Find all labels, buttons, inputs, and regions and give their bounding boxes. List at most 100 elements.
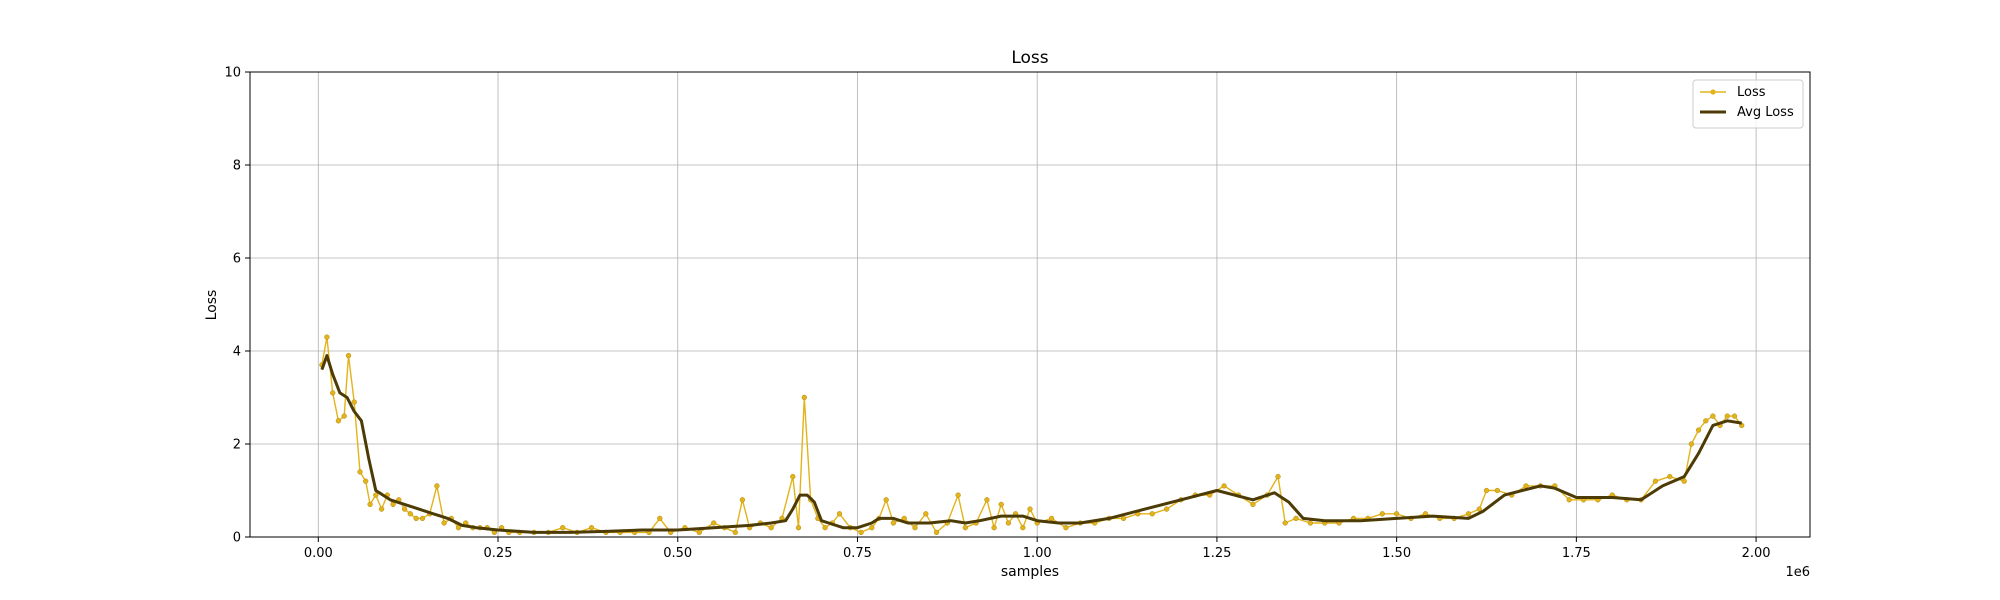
loss-point [998,501,1004,508]
loss-point [711,520,717,526]
loss-point [836,511,843,517]
loss-point [739,497,746,503]
x-axis-offset-label: 1e6 [1785,565,1810,580]
loss-point [401,506,408,512]
loss-point [1250,501,1256,508]
loss-point [962,525,968,531]
loss-point [1379,511,1385,517]
x-tick-label: 2.00 [1742,546,1771,561]
loss-point [1494,487,1500,494]
y-tick-label: 6 [233,252,241,267]
loss-point [1221,483,1227,489]
loss-point [1695,427,1702,433]
loss-point [955,492,961,498]
loss-point [801,394,807,401]
loss-point [1120,515,1127,522]
loss-point [1307,520,1314,526]
loss-point [560,525,566,531]
legend: Loss Avg Loss [1692,79,1804,129]
legend-loss-marker [1710,89,1716,95]
loss-point [413,515,419,522]
loss-point [933,529,940,536]
y-tick-label: 8 [233,159,241,174]
loss-point [351,399,357,405]
loss-point [1703,418,1709,424]
loss-point [657,515,663,522]
avg-loss-series-line [320,354,1742,534]
x-axis-label: samples [1001,564,1059,580]
loss-point [890,520,897,526]
loss-point [419,515,426,522]
x-tick-label: 0.25 [484,546,513,561]
loss-point [1005,520,1012,526]
loss-point [869,525,875,531]
loss-point [883,497,889,503]
loss-point [363,478,369,484]
legend-loss-label: Loss [1737,85,1766,100]
y-tick-label: 4 [233,345,241,360]
x-tick-label: 1.75 [1562,546,1591,561]
y-axis-label: Loss [204,290,220,321]
loss-point [373,492,379,498]
x-tick-label: 0.50 [663,546,692,561]
loss-point [1731,413,1738,419]
loss-point [357,469,363,475]
loss-point [324,334,330,340]
loss-point [1293,515,1299,522]
loss-point [732,529,738,536]
loss-point [768,525,774,531]
loss-point [912,525,918,531]
loss-point [1483,487,1490,494]
loss-point [378,506,385,512]
loss-point [795,525,802,531]
loss-point [588,525,595,531]
x-tick-label: 1.00 [1023,546,1052,561]
loss-point [1048,515,1055,522]
loss-point [1465,511,1472,517]
y-tick-label: 0 [233,531,241,546]
loss-point [1393,511,1400,517]
x-tick-label: 0.00 [304,546,333,561]
loss-point [330,390,336,396]
loss-point [984,497,990,503]
plot-frame [249,71,1811,538]
legend-avg-loss-label: Avg Loss [1737,105,1794,120]
loss-point [345,352,352,359]
chart-title: Loss [1011,48,1048,68]
loss-point [1163,506,1170,512]
loss-point [335,418,342,424]
loss-point [822,525,828,531]
x-tick-label: 0.75 [843,546,872,561]
loss-point [696,529,702,536]
loss-point [434,483,440,489]
series-layer [319,334,1745,536]
loss-point [1688,441,1695,447]
loss-point [858,529,864,536]
loss-point [1523,483,1529,489]
loss-point [441,520,447,526]
loss-point [1149,511,1155,517]
loss-point [1020,525,1026,531]
loss-point [1710,413,1716,419]
loss-point [1063,525,1069,531]
loss-point [1566,497,1572,503]
loss-point [1724,413,1730,419]
loss-point [1275,473,1281,480]
loss-point [790,473,796,480]
loss-point [923,511,929,517]
loss-point [991,525,997,531]
loss-point [1282,520,1288,526]
x-tick-label: 1.25 [1202,546,1231,561]
loss-point [1681,478,1687,484]
loss-point [367,501,373,508]
loss-point [1652,478,1659,484]
loss-point [1667,473,1673,480]
axis-ticks: 0.00 0.25 0.50 0.75 1.00 1.25 1.50 1.75 2.00 0 2 4 6… [224,66,1770,562]
y-tick-label: 10 [224,66,241,81]
loss-point [341,413,347,419]
x-tick-label: 1.50 [1382,546,1411,561]
loss-point [1027,506,1033,512]
loss-point [407,511,413,517]
